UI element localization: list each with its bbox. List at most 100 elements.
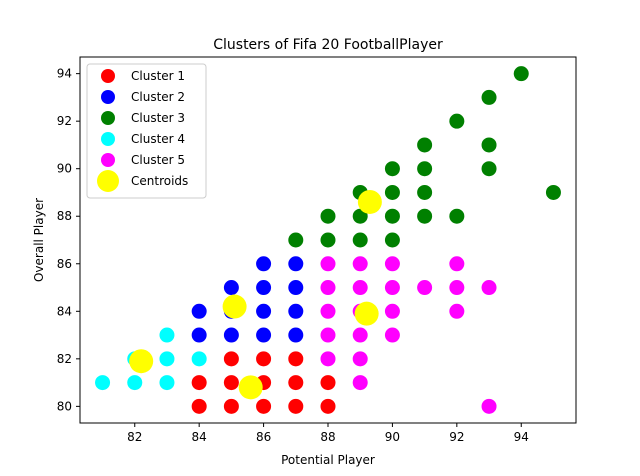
cluster-5-point-6: [352, 351, 368, 367]
centroid-point-3: [357, 189, 382, 214]
cluster-5-point-17: [449, 280, 465, 296]
cluster-1-point-12: [320, 375, 336, 391]
cluster-2-point-8: [256, 256, 272, 272]
cluster-1-point-8: [288, 398, 304, 414]
cluster-4-point-6: [191, 351, 207, 367]
cluster-3-point-14: [449, 208, 465, 224]
x-tick-label: 82: [127, 430, 142, 444]
x-tick-label: 94: [514, 430, 529, 444]
legend-marker: [101, 111, 115, 125]
cluster-4-point-0: [95, 375, 111, 391]
cluster-1-point-1: [191, 375, 207, 391]
legend-box: [86, 63, 207, 199]
cluster-3-point-18: [481, 89, 497, 105]
cluster-5-point-1: [320, 327, 336, 343]
cluster-2-point-7: [256, 280, 272, 296]
y-tick-label: 94: [57, 67, 72, 81]
legend-marker: [101, 69, 115, 83]
centroid-point-1: [222, 294, 247, 319]
legend-marker: [97, 170, 119, 192]
cluster-2-point-11: [288, 280, 304, 296]
cluster-4-point-3: [159, 375, 175, 391]
cluster-1-point-0: [191, 398, 207, 414]
legend-label: Cluster 3: [131, 111, 185, 125]
cluster-1-point-5: [256, 398, 272, 414]
cluster-3-point-19: [513, 66, 529, 82]
cluster-5-point-9: [352, 280, 368, 296]
x-tick-label: 84: [192, 430, 207, 444]
cluster-5-point-0: [320, 351, 336, 367]
cluster-1-point-3: [223, 375, 239, 391]
cluster-5-point-14: [384, 256, 400, 272]
cluster-3-point-6: [384, 232, 400, 248]
cluster-4-point-5: [159, 327, 175, 343]
cluster-5-point-7: [352, 327, 368, 343]
legend-label: Cluster 1: [131, 69, 185, 83]
x-tick-label: 92: [449, 430, 464, 444]
cluster-3-point-16: [481, 161, 497, 177]
cluster-2-point-2: [223, 327, 239, 343]
cluster-5-point-18: [449, 256, 465, 272]
cluster-4-point-1: [127, 375, 143, 391]
y-tick-label: 92: [57, 114, 72, 128]
cluster-2-point-10: [288, 303, 304, 319]
cluster-2-point-4: [223, 280, 239, 296]
cluster-2-point-9: [288, 327, 304, 343]
cluster-3-point-12: [417, 161, 433, 177]
legend-marker: [101, 90, 115, 104]
y-tick-label: 88: [57, 209, 72, 223]
y-tick-label: 84: [57, 304, 72, 318]
legend: Cluster 1 Cluster 2 Cluster 3 Cluster 4 Clus…: [86, 63, 207, 199]
cluster-4-point-4: [159, 351, 175, 367]
chart-title: Clusters of Fifa 20 FootballPlayer: [213, 37, 443, 53]
cluster-5-point-15: [417, 280, 433, 296]
cluster-3-point-15: [449, 113, 465, 129]
legend-marker: [101, 132, 115, 146]
cluster-1-point-11: [320, 398, 336, 414]
cluster-3-point-9: [384, 161, 400, 177]
cluster-5-point-11: [384, 327, 400, 343]
legend-label: Cluster 2: [131, 90, 185, 104]
x-tick-label: 90: [385, 430, 400, 444]
x-tick-label: 86: [256, 430, 271, 444]
y-tick-label: 90: [57, 162, 72, 176]
x-tick-label: 88: [320, 430, 335, 444]
cluster-3-point-3: [352, 232, 368, 248]
cluster-5-point-3: [320, 280, 336, 296]
cluster-5-point-19: [481, 398, 497, 414]
cluster-1-point-2: [223, 398, 239, 414]
cluster-2-point-0: [191, 327, 207, 343]
centroid-point-4: [354, 301, 379, 326]
cluster-2-point-1: [191, 303, 207, 319]
legend-label: Cluster 4: [131, 132, 185, 146]
cluster-3-point-8: [384, 184, 400, 200]
cluster-5-point-2: [320, 303, 336, 319]
cluster-2-point-12: [288, 256, 304, 272]
cluster-3-point-0: [288, 232, 304, 248]
legend-label: Centroids: [131, 174, 188, 188]
legend-label: Cluster 5: [131, 153, 185, 167]
x-axis: 82 84 86 88 90 92 94: [127, 423, 529, 444]
cluster-5-point-13: [384, 280, 400, 296]
cluster-5-point-20: [481, 280, 497, 296]
cluster-3-point-4: [352, 208, 368, 224]
centroid-point-2: [238, 375, 263, 400]
y-tick-label: 80: [57, 399, 72, 413]
legend-marker: [101, 153, 115, 167]
cluster-3-point-20: [545, 184, 561, 200]
cluster-3-point-17: [481, 137, 497, 153]
cluster-1-point-7: [256, 351, 272, 367]
cluster-5-point-5: [352, 375, 368, 391]
cluster-3-point-2: [320, 208, 336, 224]
y-tick-label: 82: [57, 352, 72, 366]
cluster-2-point-6: [256, 303, 272, 319]
y-tick-label: 86: [57, 257, 72, 271]
cluster-5-point-12: [384, 303, 400, 319]
cluster-3-point-7: [384, 208, 400, 224]
cluster-5-point-16: [449, 303, 465, 319]
cluster-3-point-13: [417, 137, 433, 153]
x-axis-label: Potential Player: [281, 453, 375, 467]
cluster-3-point-1: [320, 232, 336, 248]
y-axis: 80 82 84 86 88 90 92 94: [57, 67, 80, 413]
